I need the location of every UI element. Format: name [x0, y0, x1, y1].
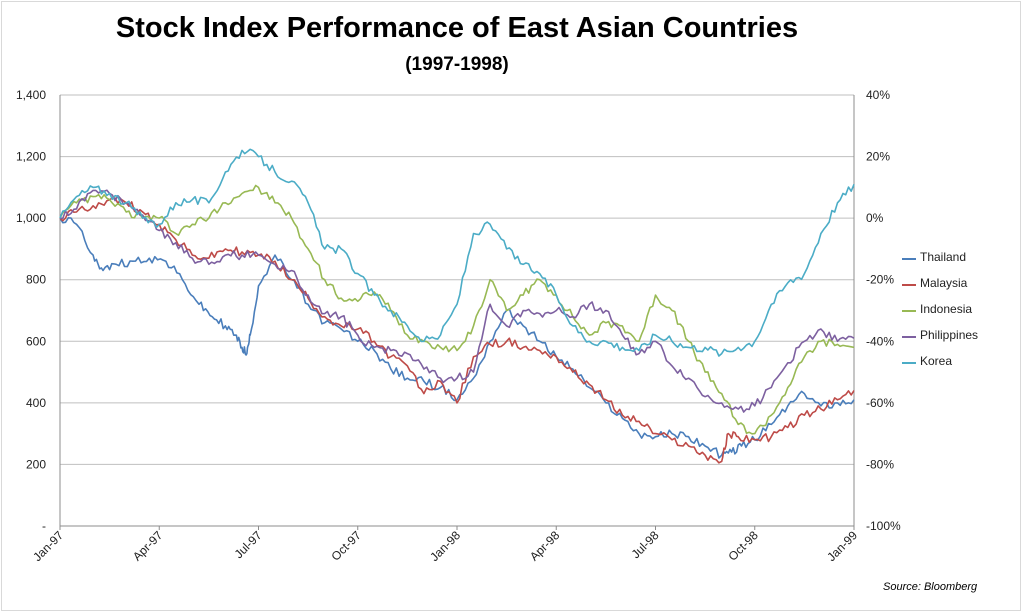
- source-note: Source: Bloomberg: [883, 581, 978, 593]
- series-line-thailand: [59, 217, 855, 459]
- legend-label: Thailand: [920, 250, 967, 264]
- x-tick-label: Jan-98: [427, 528, 463, 564]
- legend-swatch: [902, 284, 916, 286]
- legend-label: Malaysia: [920, 276, 968, 290]
- chart-title: Stock Index Performance of East Asian Co…: [115, 12, 799, 44]
- series-line-malaysia: [59, 197, 855, 464]
- series-line-philippines: [59, 189, 855, 413]
- y-left-tick-label: -: [42, 519, 46, 533]
- legend-label: Philippines: [920, 328, 979, 342]
- y-right-tick-label: -60%: [866, 396, 894, 410]
- y-left-tick-label: 600: [26, 334, 46, 348]
- legend-label: Indonesia: [920, 302, 973, 316]
- y-left-tick-label: 800: [26, 273, 46, 287]
- y-left-tick-label: 1,000: [16, 211, 46, 225]
- y-right-tick-label: 40%: [866, 88, 890, 102]
- y-left-tick-label: 1,200: [16, 150, 46, 164]
- series-line-korea: [59, 148, 855, 357]
- x-tick-label: Oct-98: [726, 528, 762, 564]
- y-right-tick-label: -20%: [866, 273, 894, 287]
- y-right-tick-label: 0%: [866, 211, 884, 225]
- y-right-tick-label: -100%: [866, 519, 901, 533]
- chart-subtitle: (1997-1998): [405, 54, 509, 75]
- legend-swatch: [902, 310, 916, 312]
- legend-swatch: [902, 336, 916, 338]
- x-tick-label: Oct-97: [329, 528, 365, 564]
- y-left-tick-label: 200: [26, 457, 46, 471]
- x-tick-label: Jul-97: [232, 528, 265, 561]
- y-left-tick-label: 1,400: [16, 88, 46, 102]
- series-line-indonesia: [59, 184, 855, 435]
- x-tick-label: Jan-97: [30, 528, 66, 564]
- y-right-tick-label: 20%: [866, 150, 890, 164]
- y-right-tick-label: -40%: [866, 334, 894, 348]
- legend-swatch: [902, 362, 916, 364]
- x-tick-label: Apr-98: [527, 528, 563, 564]
- y-right-tick-label: -80%: [866, 457, 894, 471]
- x-tick-label: Apr-97: [130, 528, 166, 564]
- legend-label: Korea: [920, 354, 953, 368]
- y-left-tick-label: 400: [26, 396, 46, 410]
- x-tick-label: Jan-99: [824, 528, 860, 564]
- legend-swatch: [902, 258, 916, 260]
- x-tick-label: Jul-98: [629, 528, 662, 561]
